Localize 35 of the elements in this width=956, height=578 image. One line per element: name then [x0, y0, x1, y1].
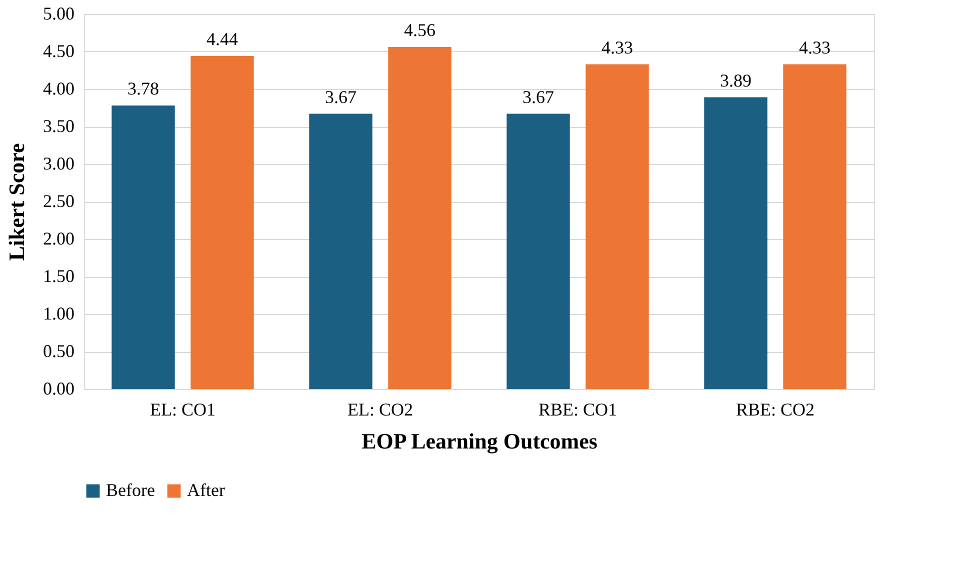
data-label: 4.44: [206, 29, 238, 49]
data-label: 4.33: [602, 37, 633, 58]
y-tick-label: 4.50: [43, 41, 74, 61]
y-tick-label: 5.00: [43, 4, 74, 24]
y-tick-label: 2.50: [43, 191, 74, 211]
y-tick-label: 0.00: [43, 378, 74, 398]
x-axis-title: EOP Learning Outcomes: [362, 428, 598, 454]
data-label: 3.78: [128, 78, 159, 98]
legend-label: Before: [106, 480, 155, 500]
data-label: 3.89: [720, 70, 752, 90]
y-tick-label: 3.50: [43, 116, 74, 136]
data-label: 4.56: [404, 20, 436, 40]
y-tick-label: 0.50: [43, 341, 74, 361]
data-label: 4.33: [799, 37, 830, 58]
bar: [388, 47, 452, 389]
bar: [783, 64, 846, 389]
x-tick-label: RBE: CO1: [538, 400, 618, 420]
data-label: 3.67: [325, 86, 356, 107]
legend-label: After: [187, 480, 225, 500]
bar: [704, 97, 768, 389]
y-axis-title: Likert Score: [4, 143, 29, 261]
y-tick-label: 2.00: [43, 228, 74, 248]
bar: [586, 64, 649, 389]
bar: [309, 114, 372, 389]
x-tick-label: EL: CO1: [150, 400, 216, 420]
y-tick-label: 4.00: [43, 78, 74, 98]
data-label: 3.67: [522, 86, 554, 107]
bar: [190, 56, 254, 389]
bar: [112, 106, 175, 389]
bar: [506, 114, 570, 389]
y-tick-label: 1.00: [43, 304, 74, 324]
y-tick-label: 1.50: [43, 266, 74, 286]
x-tick-label: EL: CO2: [348, 400, 413, 420]
x-tick-label: RBE: CO2: [736, 400, 815, 420]
y-tick-label: 3.00: [43, 154, 74, 174]
